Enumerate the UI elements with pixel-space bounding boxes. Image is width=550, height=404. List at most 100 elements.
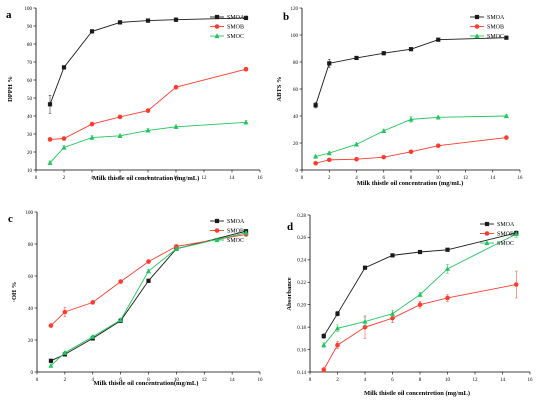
legend-marker <box>474 24 480 29</box>
panel-b: b 0 2 4 6 8 10 12 14 16 0 20 40 60 80 100 120 Milk thistl… <box>276 7 523 187</box>
data-point <box>503 113 509 119</box>
data-point <box>381 154 387 160</box>
x-tick-label: 4 <box>92 378 95 383</box>
data-point <box>117 114 123 120</box>
x-axis-title: Milk thistle oil concentration (mg/mL) <box>357 180 464 187</box>
legend-item-smoc: SMOC <box>210 237 244 244</box>
y-tick-label: 100 <box>26 211 34 216</box>
data-point <box>354 156 359 162</box>
data-point <box>48 358 54 363</box>
legend-item-smob: SMOB <box>210 24 244 31</box>
y-tick-label: 100 <box>25 7 33 12</box>
legend-label: SMOB <box>487 25 504 31</box>
legend-marker <box>474 14 480 20</box>
legend-label: SMOB <box>227 25 244 31</box>
y-tick-label: 0.26 <box>297 236 306 241</box>
legend-label: SMOB <box>497 232 514 238</box>
y-tick-label: 90 <box>27 25 33 30</box>
series-line <box>49 17 247 105</box>
data-point <box>390 310 395 316</box>
legend-marker <box>484 221 490 227</box>
legend-label: SMOC <box>497 241 514 247</box>
series-smoa <box>313 35 509 109</box>
x-tick-label: 16 <box>518 176 524 181</box>
data-point <box>146 268 151 274</box>
panel-letter: a <box>6 9 12 21</box>
data-point <box>61 136 67 141</box>
x-tick-label: 0 <box>309 378 312 383</box>
data-point <box>117 20 123 25</box>
y-tick-label: 10 <box>27 169 33 174</box>
y-tick-label: 60 <box>28 275 34 280</box>
y-tick-label: 40 <box>28 307 34 312</box>
legend-label: SMOA <box>227 15 245 21</box>
y-axis-title: ·OH % <box>11 282 18 302</box>
x-tick-label: 0 <box>35 176 38 181</box>
data-point <box>354 141 359 147</box>
legend-item-smoa: SMOA <box>480 221 515 228</box>
data-point <box>313 160 318 166</box>
data-point <box>327 61 332 66</box>
data-point <box>48 323 54 328</box>
data-point <box>381 51 386 56</box>
legend-label: SMOB <box>227 229 244 235</box>
data-point <box>321 334 326 339</box>
y-tick-label: 0.20 <box>297 304 306 309</box>
data-point <box>417 291 423 297</box>
data-point <box>335 311 340 316</box>
series-smoc <box>313 113 509 159</box>
y-tick-label: 0 <box>296 169 299 174</box>
data-point <box>326 150 332 156</box>
y-tick-label: 40 <box>293 115 299 120</box>
legend-marker <box>214 24 220 29</box>
panel-a: a 0 2 4 6 8 10 12 14 16 10 20 30 40 50 60 70 80 90 100 Milk … <box>6 7 263 182</box>
data-point <box>243 230 249 235</box>
legend-item-smob: SMOB <box>470 24 504 31</box>
y-tick-label: 80 <box>293 61 299 66</box>
x-tick-label: 12 <box>202 378 208 383</box>
panel-d: d 0 2 4 6 8 10 12 14 16 0.14 0.16 0.18 0.20 0.22 0.24 0.… <box>286 214 533 397</box>
legend-item-smob: SMOB <box>210 228 244 235</box>
data-point <box>62 309 68 315</box>
x-tick-label: 2 <box>64 378 67 383</box>
y-tick-label: 0 <box>31 371 34 376</box>
data-point <box>445 266 450 271</box>
x-tick-label: 8 <box>147 378 150 383</box>
data-point <box>321 367 327 373</box>
x-tick-label: 14 <box>490 176 496 181</box>
legend-label: SMOA <box>487 15 505 21</box>
data-point <box>173 84 179 90</box>
legend-label: SMOA <box>227 219 245 225</box>
x-tick-label: 2 <box>63 176 66 181</box>
x-axis-title: Milk thistle oil concentretion (mg/mL) <box>364 390 470 397</box>
y-tick-label: 50 <box>27 97 33 102</box>
series-smob <box>313 135 509 166</box>
y-tick-label: 60 <box>27 79 33 84</box>
data-point <box>513 282 519 287</box>
x-tick-label: 14 <box>230 176 236 181</box>
data-point <box>90 334 96 339</box>
data-point <box>362 318 368 324</box>
series-line <box>50 230 247 362</box>
data-point <box>173 124 179 129</box>
x-tick-label: 2 <box>328 176 331 181</box>
x-tick-label: 4 <box>355 176 358 181</box>
x-tick-label: 12 <box>463 176 469 181</box>
data-point <box>89 121 95 127</box>
y-tick-label: 20 <box>293 142 299 147</box>
data-point <box>173 246 179 251</box>
data-point <box>117 133 123 138</box>
x-tick-label: 16 <box>528 378 534 383</box>
data-point <box>243 15 249 20</box>
series-smoc <box>48 230 249 368</box>
y-tick-label: 60 <box>293 88 299 93</box>
panel-letter: d <box>287 221 293 233</box>
series-smoc <box>47 119 249 165</box>
series-smoc <box>321 230 519 348</box>
legend-marker <box>484 231 490 236</box>
x-tick-label: 16 <box>258 176 264 181</box>
y-tick-label: 120 <box>291 7 299 12</box>
x-tick-label: 12 <box>473 378 479 383</box>
legend: SMOA SMOB SMOC <box>210 218 245 244</box>
legend-marker <box>214 228 220 233</box>
